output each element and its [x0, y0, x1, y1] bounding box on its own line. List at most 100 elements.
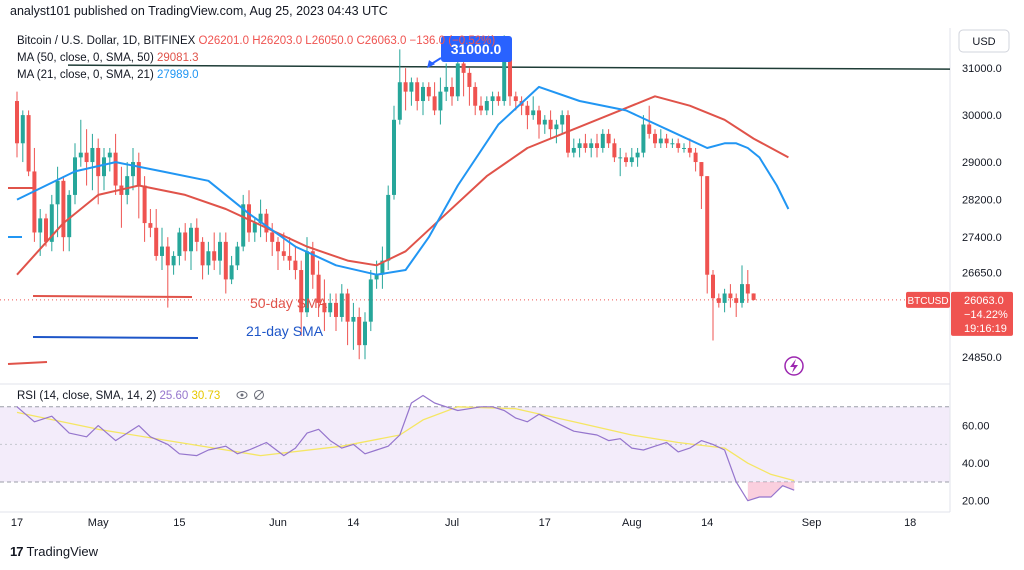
candle-body — [496, 96, 501, 102]
tradingview-logo[interactable]: 17 TradingView — [10, 544, 98, 559]
candle — [206, 241, 211, 275]
candle-body — [351, 316, 356, 322]
legend-ma21-row: MA (21, close, 0, SMA, 21) 27989.0 — [17, 69, 199, 81]
legend-close: C26063.0 — [356, 35, 409, 47]
legend-ma21-label: MA (21, close, 0, SMA, 21) — [17, 69, 157, 81]
candle-body — [537, 110, 541, 125]
symbol-tag — [906, 291, 950, 308]
candle — [612, 138, 617, 163]
candle — [525, 101, 530, 130]
currency-button[interactable]: USD — [958, 29, 1010, 53]
candle — [160, 227, 164, 271]
candle — [740, 265, 744, 308]
candle — [537, 105, 541, 139]
candle — [148, 209, 153, 238]
candle — [682, 143, 686, 153]
rsi-tick-label: 60.00 — [962, 421, 990, 433]
candle-body — [67, 194, 72, 238]
candle — [461, 58, 466, 97]
eye-icon[interactable] — [236, 391, 248, 399]
candle-body — [664, 138, 669, 144]
candle-body — [606, 133, 611, 144]
candle-body — [745, 284, 750, 294]
candle-body — [583, 143, 588, 148]
candle-body — [189, 227, 193, 252]
candle-body — [310, 251, 315, 275]
candle — [276, 237, 280, 271]
candle-body — [740, 284, 744, 303]
candle — [386, 185, 391, 271]
candle-body — [334, 302, 338, 317]
time-tick-label: 17 — [11, 517, 23, 529]
candle — [589, 138, 594, 158]
legend-ma50-row: MA (50, close, 0, SMA, 50) 29081.3 — [17, 52, 199, 64]
candle — [73, 143, 77, 205]
candle — [728, 284, 733, 308]
candle-body — [716, 298, 721, 303]
candle-body — [102, 157, 106, 177]
candle-body — [183, 232, 188, 252]
candle-body — [90, 147, 95, 163]
candle — [84, 129, 89, 186]
candle-body — [131, 162, 135, 177]
candle-body — [693, 152, 698, 163]
tradingview-logo-icon: 17 — [10, 544, 24, 559]
candle-body — [577, 143, 582, 148]
candle — [676, 138, 681, 153]
candle-body — [160, 246, 164, 256]
candle — [316, 260, 321, 317]
candle-body — [571, 147, 576, 153]
candle — [183, 223, 188, 261]
candle-body — [438, 91, 443, 111]
candle-body — [73, 157, 77, 195]
lightning-icon[interactable] — [784, 356, 804, 376]
candle — [635, 147, 640, 167]
candle-body — [20, 115, 25, 144]
legend-rsi-sma-value: 30.73 — [192, 390, 221, 402]
candle-body — [548, 119, 553, 130]
price-tick-label: 29000.0 — [962, 157, 1002, 169]
candle — [322, 279, 327, 332]
candle — [403, 68, 408, 111]
legend-rsi-label: RSI (14, close, SMA, 14, 2) — [17, 390, 160, 402]
candle — [415, 77, 420, 111]
candle — [212, 232, 217, 271]
legend-symbol-row: Bitcoin / U.S. Dollar, 1D, BITFINEX O262… — [17, 35, 495, 47]
price-tag — [951, 291, 1013, 336]
time-tick-label: 15 — [173, 517, 185, 529]
symbol-tag-label: BTCUSD — [907, 296, 948, 307]
candle — [467, 68, 472, 106]
candle — [629, 147, 634, 167]
candle — [421, 82, 425, 116]
candle — [734, 293, 739, 317]
candle — [131, 147, 135, 191]
legend-ma50-value: 29081.3 — [157, 52, 199, 64]
legend-rsi-row: RSI (14, close, SMA, 14, 2) 25.60 30.73 — [17, 390, 220, 402]
candle-body — [751, 293, 756, 300]
candle-body — [293, 260, 298, 271]
candle-body — [229, 265, 234, 280]
legend-open: O26201.0 — [199, 35, 253, 47]
candle-body — [734, 298, 739, 303]
candle — [189, 223, 193, 271]
candle-body — [374, 274, 379, 280]
candle-body — [177, 232, 182, 256]
crossed-circle-icon[interactable] — [254, 390, 264, 400]
candle-body — [363, 321, 367, 346]
rsi-line — [16, 394, 795, 502]
candle — [409, 77, 414, 106]
candle — [745, 270, 750, 303]
candle — [618, 147, 623, 177]
candle — [194, 218, 199, 252]
candle-body — [200, 241, 205, 266]
candle — [670, 138, 675, 148]
candle — [334, 293, 338, 332]
price-tag-change: −14.22% — [964, 309, 1008, 321]
candle — [78, 119, 83, 167]
candle-body — [682, 147, 686, 149]
candle-body — [194, 227, 199, 242]
candle-body — [264, 213, 269, 233]
price-tick-label: 28200.0 — [962, 195, 1002, 207]
candle — [223, 232, 228, 294]
